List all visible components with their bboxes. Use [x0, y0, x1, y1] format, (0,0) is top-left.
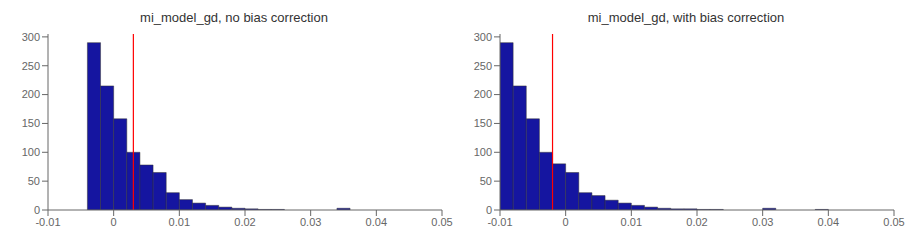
svg-text:50: 50 [480, 175, 492, 187]
svg-text:250: 250 [22, 60, 40, 72]
svg-text:-0.01: -0.01 [487, 216, 512, 228]
svg-text:100: 100 [474, 146, 492, 158]
svg-text:0: 0 [563, 216, 569, 228]
svg-text:300: 300 [22, 31, 40, 43]
svg-text:0.04: 0.04 [818, 216, 839, 228]
svg-text:0.03: 0.03 [300, 216, 321, 228]
svg-text:0.05: 0.05 [431, 216, 452, 228]
svg-text:0.04: 0.04 [366, 216, 387, 228]
svg-text:0.03: 0.03 [752, 216, 773, 228]
svg-text:-0.01: -0.01 [35, 216, 60, 228]
svg-text:0.01: 0.01 [169, 216, 190, 228]
svg-text:0: 0 [34, 204, 40, 216]
svg-text:0: 0 [111, 216, 117, 228]
svg-text:0.02: 0.02 [686, 216, 707, 228]
svg-text:50: 50 [28, 175, 40, 187]
svg-text:150: 150 [22, 117, 40, 129]
svg-text:150: 150 [474, 117, 492, 129]
svg-text:200: 200 [22, 88, 40, 100]
svg-text:100: 100 [22, 146, 40, 158]
svg-text:200: 200 [474, 88, 492, 100]
svg-text:300: 300 [474, 31, 492, 43]
html-text:mi_model_gd, no bias correctio: mi_model_gd, no bias correction [140, 10, 328, 25]
svg-text:0.05: 0.05 [883, 216, 904, 228]
svg-text:250: 250 [474, 60, 492, 72]
svg-text:0.02: 0.02 [234, 216, 255, 228]
svg-text:0: 0 [486, 204, 492, 216]
svg-text:0.01: 0.01 [621, 216, 642, 228]
html-text:mi_model_gd, with bias correct: mi_model_gd, with bias correction [587, 10, 785, 25]
